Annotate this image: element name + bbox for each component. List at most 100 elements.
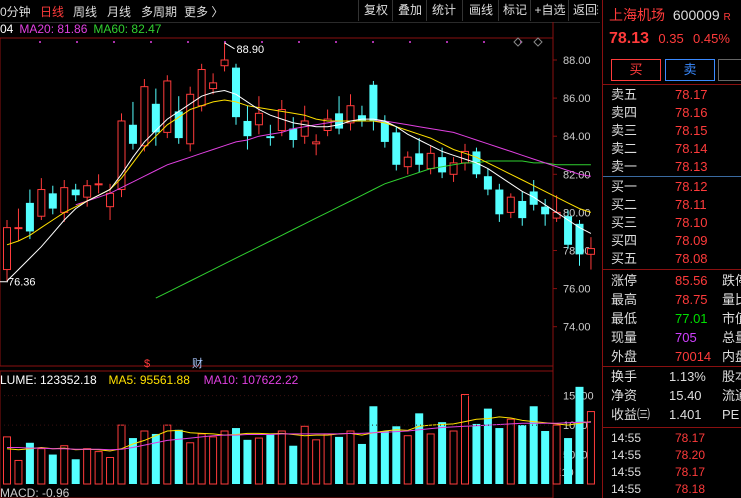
tick-row: 14:55 78.18	[603, 481, 741, 498]
volume-bar	[117, 424, 126, 485]
stat-row-4-value: 70014	[675, 349, 712, 364]
volume-bar	[266, 434, 275, 484]
volume-bar	[209, 436, 218, 485]
stat-row-1: 最高 78.75 量比	[603, 291, 741, 309]
stat-row-2: 最低 77.01 市值	[603, 310, 741, 328]
period-tab-0[interactable]: 0分钟	[0, 5, 31, 19]
candle-body	[586, 248, 595, 255]
price-change-pct: 0.45%	[693, 31, 730, 46]
candle-body	[346, 105, 355, 124]
kline-chart[interactable]: 88.0086.0084.0082.0080.0078.0076.0074.00…	[0, 22, 602, 498]
bid-row-0-value: 78.12	[675, 179, 708, 194]
period-tab-3[interactable]: 月线	[107, 5, 132, 19]
candle-body	[71, 189, 80, 196]
toolbar-button-5[interactable]: +自选	[530, 0, 569, 21]
candle-body	[312, 141, 321, 145]
period-marker-dot	[483, 41, 485, 43]
stat2-row-0-value: 1.13%	[669, 369, 706, 384]
candle-body	[392, 132, 401, 165]
candle-body	[128, 124, 137, 144]
sell-button[interactable]: 卖	[665, 59, 715, 81]
candle-body	[415, 153, 424, 165]
candle-body	[266, 136, 275, 139]
ask-row-2-value: 78.15	[675, 123, 708, 138]
volume-bar	[300, 425, 309, 485]
ask-row-2: 卖三 78.15	[603, 122, 741, 140]
candle-body	[426, 152, 435, 170]
stat2-row-2-value: 1.401	[669, 407, 702, 422]
volume-bar	[506, 418, 515, 485]
period-tab-1[interactable]: 日线	[40, 5, 65, 19]
diamond-icon	[533, 37, 543, 47]
stat-row-2-value: 77.01	[675, 311, 708, 326]
stat2-row-1-label: 净资	[611, 388, 638, 403]
ma60-line	[155, 160, 591, 299]
candle-body	[369, 84, 378, 121]
volume-bar	[106, 457, 115, 485]
bid-row-1: 买二 78.11	[603, 196, 741, 214]
toolbar-button-3[interactable]: 画线	[462, 0, 499, 21]
ma-indicator-line: 04 MA20: 81.86 MA60: 82.47	[0, 22, 167, 38]
toolbar-button-6[interactable]: 返回	[568, 0, 601, 21]
candle-body	[357, 115, 366, 121]
volume-bar	[83, 448, 92, 485]
stat-row-0-value: 85.56	[675, 273, 708, 288]
price-axis-label: 82.00	[563, 169, 591, 181]
toolbar-button-1[interactable]: 叠加	[392, 0, 427, 21]
ask-row-3: 卖二 78.14	[603, 140, 741, 158]
more-trade-button[interactable]	[718, 59, 741, 81]
price-axis-label: 76.00	[563, 284, 591, 296]
ask-row-0-label: 卖五	[611, 87, 638, 102]
buy-button[interactable]: 买	[611, 59, 661, 81]
stat-row-3: 现量 705 总量	[603, 329, 741, 347]
ask-row-4-value: 78.13	[675, 159, 708, 174]
period-marker-dot	[224, 41, 226, 43]
last-price: 78.13	[609, 30, 650, 47]
stat2-row-1: 净资 15.40 流通	[603, 387, 741, 405]
volume-bar	[174, 429, 183, 484]
period-tab-4[interactable]: 多周期	[141, 5, 178, 19]
candle-body	[220, 59, 229, 67]
bid-row-3-value: 78.09	[675, 233, 708, 248]
period-marker-dot	[335, 41, 337, 43]
rzrq-tag: R	[723, 12, 731, 23]
volume-bar	[403, 435, 412, 485]
indicator-label-1: MA20: 81.86	[19, 22, 88, 36]
candle-body	[106, 192, 115, 208]
stat-row-2-label: 最低	[611, 311, 638, 326]
dividend-marker: $	[144, 358, 150, 370]
toolbar-button-0[interactable]: 复权	[358, 0, 393, 21]
candle-body	[541, 206, 550, 215]
candle-body	[575, 223, 584, 255]
toolbar-button-2[interactable]: 统计	[426, 0, 461, 21]
period-tab-5[interactable]: 更多 〉	[184, 5, 224, 19]
indicator-label-2: MA60: 82.47	[93, 22, 162, 36]
ma5-line	[6, 89, 592, 282]
candle-body	[60, 187, 69, 213]
volume-bar	[483, 408, 492, 484]
volume-bar	[323, 433, 332, 485]
volume-bar	[37, 448, 46, 485]
ma10-line	[6, 99, 592, 246]
bid-row-4: 买五 78.08	[603, 250, 741, 268]
candle-body	[14, 227, 23, 230]
toolbar-button-4[interactable]: 标记	[498, 0, 531, 21]
candle-body	[83, 185, 92, 198]
period-marker-dot	[298, 41, 300, 43]
stat-row-0: 涨停 85.56 跌停	[603, 272, 741, 290]
volume-bar	[415, 413, 424, 484]
candle-body	[552, 211, 561, 219]
bid-row-3-label: 买四	[611, 233, 638, 248]
ask-row-4: 卖一 78.13	[603, 158, 741, 176]
period-marker-dot	[76, 41, 78, 43]
candle-body	[380, 120, 389, 142]
volume-bar	[128, 438, 137, 484]
volume-bar	[564, 438, 573, 484]
stat-row-1-label: 最高	[611, 292, 638, 307]
period-marker-dot	[446, 41, 448, 43]
high-annotation-line	[224, 42, 235, 50]
stat-row-4-label: 外盘	[611, 349, 638, 364]
period-marker-dot	[39, 41, 41, 43]
period-tab-2[interactable]: 周线	[73, 5, 98, 19]
scroll-handle[interactable]: ⋮	[592, 4, 603, 16]
